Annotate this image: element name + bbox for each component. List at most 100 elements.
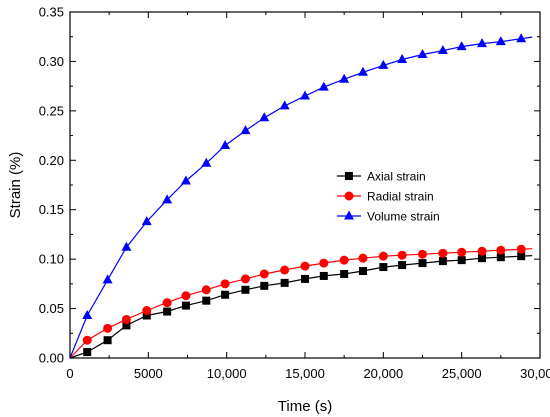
data-point <box>280 278 289 287</box>
series-line <box>69 36 533 359</box>
x-tick-label: 10,000 <box>207 366 247 381</box>
data-point <box>378 251 388 261</box>
data-point <box>378 59 389 69</box>
data-point <box>398 261 407 270</box>
data-point <box>418 249 427 259</box>
data-point <box>279 100 290 110</box>
legend-item: Volume strain <box>337 210 440 224</box>
data-point <box>259 112 270 122</box>
data-point <box>318 81 329 91</box>
series-volume-strain <box>69 33 533 359</box>
data-point <box>339 255 349 265</box>
data-point <box>102 274 113 284</box>
data-point <box>280 265 290 275</box>
y-tick-label: 0.05 <box>39 301 64 316</box>
data-point <box>220 279 230 289</box>
data-point <box>259 269 269 279</box>
data-point <box>319 271 328 280</box>
data-point <box>181 301 190 310</box>
y-tick-label: 0.35 <box>39 5 64 20</box>
y-tick-label: 0.10 <box>39 252 64 267</box>
data-point <box>457 256 466 265</box>
legend-item: Radial strain <box>337 190 434 204</box>
data-point <box>397 250 407 260</box>
data-point <box>163 307 172 316</box>
data-point <box>358 267 367 276</box>
data-point <box>496 245 506 255</box>
legend: Axial strain Radial strain Volume strain <box>337 170 440 224</box>
data-point <box>103 336 112 345</box>
data-point <box>201 285 211 295</box>
data-point <box>122 321 131 330</box>
x-tick-label: 20,000 <box>363 366 403 381</box>
data-point <box>220 139 231 149</box>
data-point <box>300 90 310 100</box>
legend-marker <box>345 172 353 180</box>
data-point <box>339 73 350 83</box>
y-tick-label: 0.15 <box>39 202 64 217</box>
data-point <box>437 45 448 55</box>
tick-labels: 0 5000 10,000 15,000 20,000 25,000 30,000 0.00 0… <box>39 5 550 382</box>
data-point <box>162 298 172 308</box>
series-axial-strain <box>69 252 533 359</box>
legend-label: Radial strain <box>367 190 434 204</box>
data-point <box>456 41 467 51</box>
legend-marker <box>344 191 354 201</box>
data-point <box>418 259 427 268</box>
data-point <box>457 247 467 257</box>
y-tick-label: 0.30 <box>39 54 64 69</box>
data-point <box>517 252 526 261</box>
x-tick-label: 25,000 <box>442 366 482 381</box>
data-point <box>300 261 310 271</box>
data-point <box>82 335 92 345</box>
data-point <box>477 38 488 48</box>
x-tick-label: 30,000 <box>520 366 550 381</box>
data-point <box>240 274 250 284</box>
data-point <box>417 49 428 59</box>
data-point <box>301 274 309 283</box>
data-point <box>202 296 211 305</box>
data-point <box>201 157 212 167</box>
data-point <box>142 306 152 316</box>
plot-frame <box>69 11 541 359</box>
data-point <box>121 241 132 251</box>
data-point <box>477 246 487 256</box>
data-point <box>241 285 250 294</box>
data-point <box>516 33 527 43</box>
data-point <box>379 263 388 272</box>
data-point <box>142 311 151 320</box>
series-line <box>69 255 533 359</box>
series-group <box>69 33 533 359</box>
data-point <box>221 290 230 299</box>
x-tick-label: 5000 <box>134 366 163 381</box>
legend-label: Axial strain <box>367 170 426 184</box>
data-point <box>438 248 448 258</box>
data-point <box>516 244 526 254</box>
x-axis-title: Time (s) <box>278 398 332 415</box>
data-point <box>162 194 173 204</box>
legend-marker <box>344 210 354 220</box>
data-point <box>357 66 368 76</box>
data-point <box>103 323 113 333</box>
data-point <box>240 125 251 135</box>
y-tick-label: 0.25 <box>39 103 64 118</box>
data-point <box>438 257 447 266</box>
axis-ticks <box>69 11 541 359</box>
legend-item: Axial strain <box>337 170 426 184</box>
y-tick-label: 0.20 <box>39 153 64 168</box>
data-point <box>397 53 408 63</box>
data-point <box>121 314 131 324</box>
x-tick-label: 15,000 <box>285 366 325 381</box>
data-point <box>260 281 269 290</box>
data-point <box>496 253 505 262</box>
data-point <box>319 258 329 268</box>
data-point <box>478 254 487 263</box>
data-point <box>82 309 93 319</box>
y-axis-title: Strain (%) <box>7 152 24 219</box>
legend-label: Volume strain <box>367 210 440 224</box>
data-point <box>495 36 506 46</box>
data-point <box>358 253 368 263</box>
data-point <box>340 269 349 278</box>
series-radial-strain <box>69 244 533 359</box>
